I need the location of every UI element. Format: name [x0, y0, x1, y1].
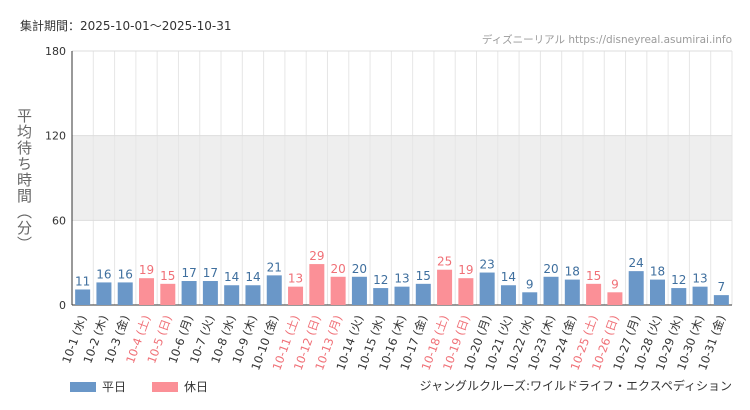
bar-value-label: 11	[75, 274, 90, 288]
bar-value-label: 9	[526, 277, 534, 291]
bar-value-label: 25	[437, 255, 452, 269]
bar-value-label: 20	[330, 262, 345, 276]
legend-weekday-label: 平日	[102, 380, 127, 394]
bar-value-label: 15	[586, 269, 601, 283]
bar	[671, 288, 687, 305]
bar-value-label: 17	[203, 266, 218, 280]
legend-holiday: 休日	[152, 378, 208, 395]
shaded-band	[72, 135, 732, 221]
bar	[500, 285, 516, 305]
bar-value-label: 18	[650, 265, 665, 279]
attraction-name: ジャングルクルーズ:ワイルドライフ・エクスペディション	[419, 379, 732, 393]
bar	[458, 278, 474, 305]
bar-value-label: 12	[373, 273, 388, 287]
bar-value-label: 13	[394, 272, 409, 286]
legend-holiday-swatch	[152, 381, 179, 392]
bar-value-label: 19	[458, 263, 473, 277]
bar-value-label: 20	[352, 262, 367, 276]
bar	[181, 281, 197, 305]
y-tick-label: 180	[45, 45, 66, 58]
bar-value-label: 24	[629, 256, 644, 270]
bar	[649, 279, 665, 305]
bar	[160, 283, 176, 305]
bar-value-label: 29	[309, 249, 324, 263]
bar-value-label: 16	[118, 267, 133, 281]
bar	[564, 279, 580, 305]
bar-value-label: 17	[181, 266, 196, 280]
legend-weekday-swatch	[70, 381, 96, 392]
bar	[394, 286, 410, 305]
bar-value-label: 15	[416, 269, 431, 283]
bar	[415, 283, 431, 305]
y-axis-label: 平均待ち時間（分）	[15, 108, 33, 252]
bar	[607, 292, 623, 305]
collection-period: 集計期間：2025-10-01～2025-10-31	[20, 19, 232, 33]
bar	[373, 288, 389, 305]
bar	[309, 264, 325, 305]
bar-value-label: 9	[611, 277, 619, 291]
bar	[586, 283, 602, 305]
y-tick-label: 0	[59, 299, 66, 312]
bar-value-label: 21	[267, 260, 282, 274]
bar-value-label: 14	[245, 270, 260, 284]
bar-value-label: 20	[543, 262, 558, 276]
bar	[266, 275, 282, 305]
bar-value-label: 7	[718, 280, 726, 294]
bar	[692, 286, 708, 305]
bar-value-label: 12	[671, 273, 686, 287]
bar	[479, 272, 495, 305]
bar-value-label: 13	[692, 272, 707, 286]
bar	[224, 285, 240, 305]
bar-value-label: 23	[480, 258, 495, 272]
bar-value-label: 14	[224, 270, 239, 284]
legend-holiday-label: 休日	[184, 380, 209, 394]
bar-value-label: 13	[288, 272, 303, 286]
legend-weekday: 平日	[70, 378, 126, 395]
bar-value-label: 14	[501, 270, 516, 284]
bar	[330, 276, 346, 305]
bar	[713, 295, 729, 305]
site-credit: ディズニーリアル https://disneyreal.asumirai.inf…	[481, 34, 732, 46]
bar-value-label: 15	[160, 269, 175, 283]
bar-value-label: 16	[96, 267, 111, 281]
bar	[202, 281, 218, 305]
bar	[437, 269, 453, 305]
bar	[117, 282, 133, 305]
bar	[288, 286, 304, 305]
bar	[628, 271, 644, 305]
y-tick-label: 60	[52, 214, 66, 227]
legend: 平日 休日	[70, 378, 234, 395]
bar	[522, 292, 538, 305]
bar-value-label: 18	[565, 265, 580, 279]
bar	[75, 289, 91, 305]
bar	[351, 276, 367, 305]
bar	[96, 282, 112, 305]
bar-value-label: 19	[139, 263, 154, 277]
bar	[245, 285, 261, 305]
bar	[543, 276, 559, 305]
bar	[139, 278, 155, 305]
y-tick-label: 120	[45, 130, 66, 143]
